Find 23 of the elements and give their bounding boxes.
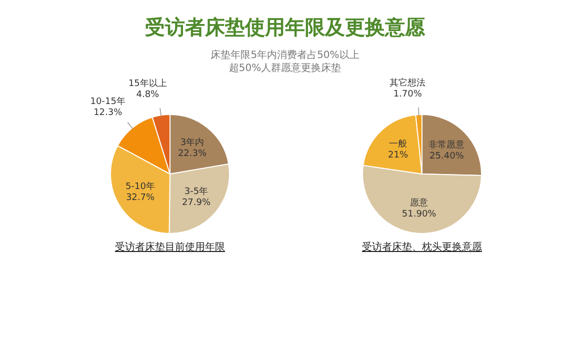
data-label: 27.9%	[182, 198, 211, 208]
data-label: 51.90%	[402, 210, 437, 220]
slice-label: 3年内	[180, 136, 204, 148]
text: 受访者床垫、枕头更换意愿	[361, 240, 483, 254]
slice-label: 其它想法	[390, 77, 426, 88]
text: 超50%人群愿意更换床垫	[228, 62, 342, 75]
slice-label: 3-5年	[184, 186, 208, 197]
data-label: 32.7%	[126, 192, 155, 203]
data-label: 22.3%	[178, 148, 207, 159]
slice-label: 愿意	[410, 198, 428, 209]
data-label: 12.3%	[94, 108, 123, 118]
slice-label: 非常愿意	[428, 139, 465, 150]
text: 床垫年限5年内消费者占50%以上	[210, 49, 360, 62]
data-label: 1.70%	[393, 89, 422, 100]
data-label: 4.8%	[136, 90, 160, 100]
slice-label: 10-15年	[90, 96, 126, 107]
slice-label: 5-10年	[126, 180, 155, 192]
text: 受访者床垫目前使用年限	[114, 240, 226, 254]
slice-label: 一般	[389, 138, 408, 150]
slice-label: 15年以上	[128, 78, 167, 90]
data-label: 21%	[388, 150, 409, 160]
text: 受访者床垫使用年限及更换意愿	[144, 14, 426, 41]
data-label: 25.40%	[430, 151, 464, 162]
